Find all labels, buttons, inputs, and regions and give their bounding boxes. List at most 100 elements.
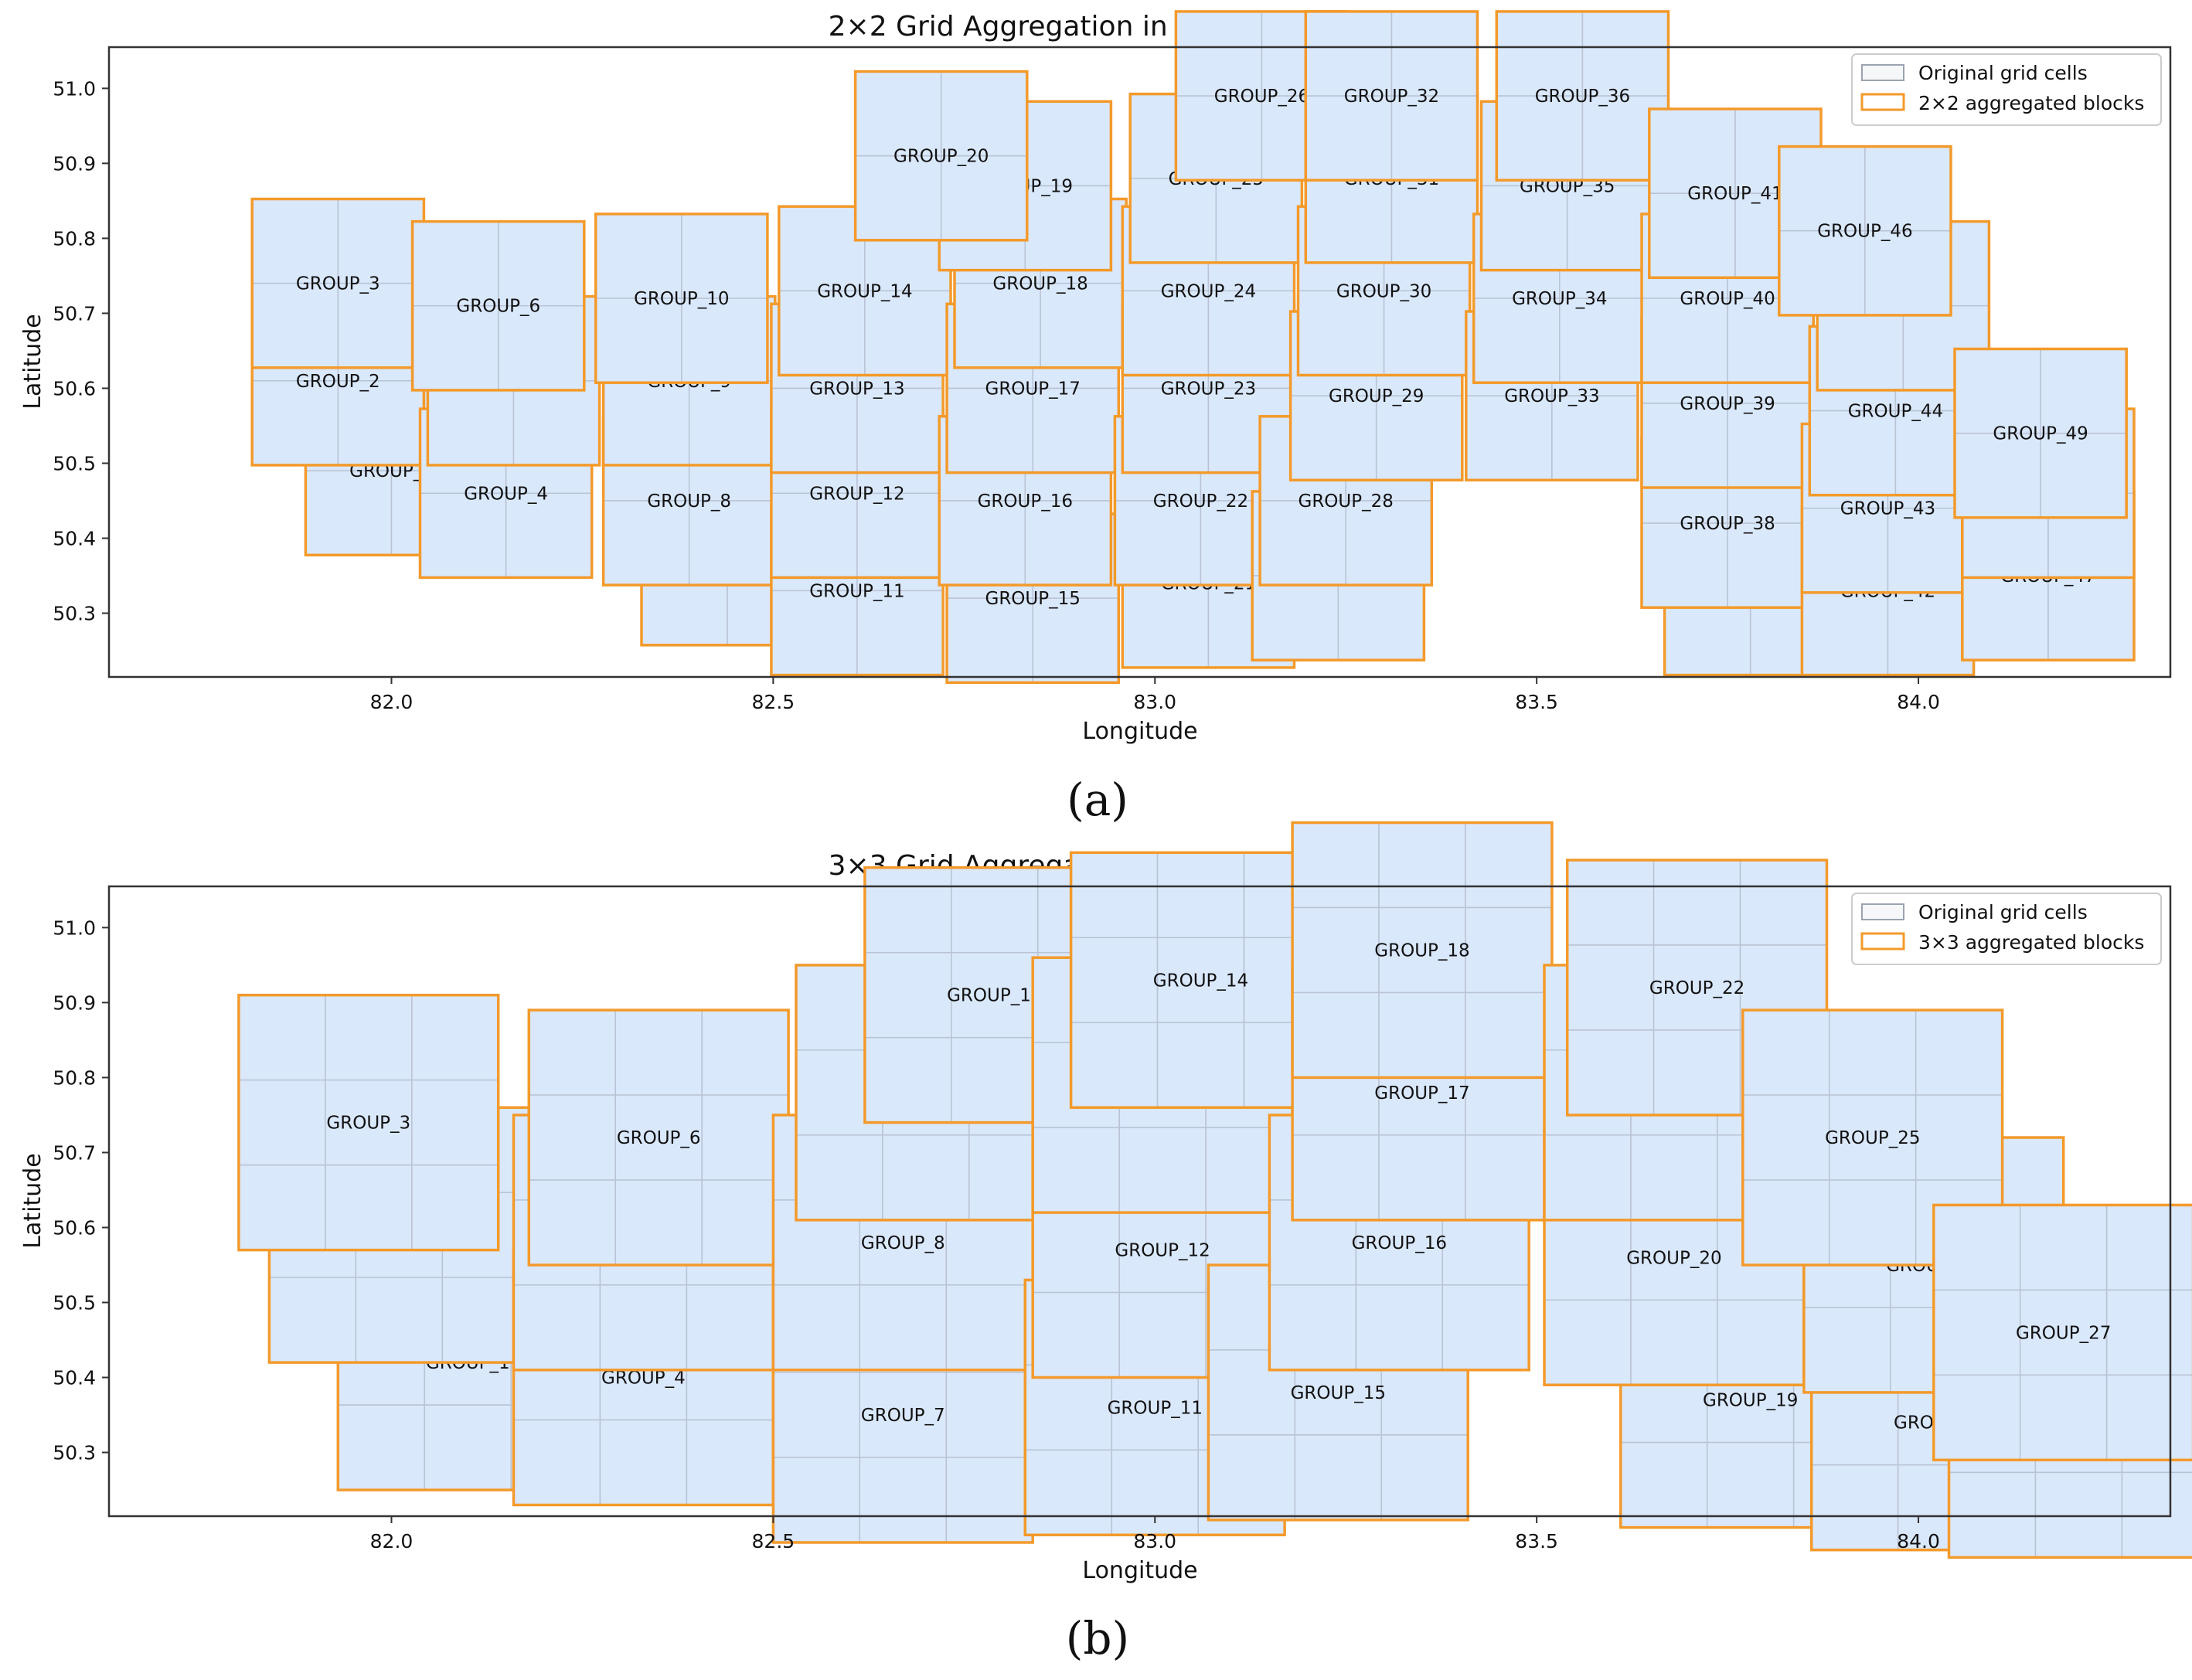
original-grid-cell <box>512 1284 601 1371</box>
original-grid-cell <box>1378 991 1466 1079</box>
panel-a-caption: (a) <box>1067 774 1128 826</box>
original-grid-cell <box>1305 11 1393 97</box>
original-grid-cell <box>2019 1204 2108 1291</box>
original-grid-cell <box>1129 178 1217 264</box>
original-grid-cell <box>1864 145 1952 232</box>
block-label: GROUP_15 <box>1291 1383 1386 1403</box>
aggregated-block-10 <box>594 213 769 384</box>
original-grid-cell <box>411 304 499 391</box>
original-grid-cell <box>1544 1134 1632 1221</box>
original-grid-cell <box>602 500 690 586</box>
block-label: GROUP_23 <box>1161 379 1256 400</box>
original-grid-cell <box>1948 1471 2037 1559</box>
original-grid-cell <box>528 1179 616 1266</box>
block-label: GROUP_18 <box>1374 941 1469 961</box>
aggregated-block-6 <box>410 219 586 392</box>
original-grid-cell <box>427 380 515 466</box>
original-grid-cell <box>1305 95 1393 182</box>
block-label: GROUP_36 <box>1535 87 1630 107</box>
original-grid-cell <box>1390 95 1479 182</box>
block-label: GROUP_6 <box>456 297 540 317</box>
block-label: GROUP_14 <box>1153 971 1248 991</box>
original-grid-cell <box>1251 575 1339 661</box>
original-grid-cell <box>1114 500 1202 586</box>
x-tick-label: 82.5 <box>752 691 795 713</box>
panel-b-legend-blocks-label: 3×3 aggregated blocks <box>1918 931 2144 954</box>
original-grid-cell <box>1465 395 1553 481</box>
original-grid-cell <box>1024 1449 1112 1536</box>
original-grid-cell <box>951 866 1039 954</box>
original-grid-cell <box>1305 178 1393 264</box>
original-grid-cell <box>1803 1307 1891 1393</box>
x-tick-label: 83.5 <box>1515 1530 1558 1552</box>
original-grid-cell <box>411 220 499 307</box>
original-grid-cell <box>1070 937 1159 1024</box>
original-grid-cell <box>864 866 952 954</box>
original-grid-cell <box>2105 1374 2192 1461</box>
y-tick-label: 50.3 <box>53 603 96 625</box>
original-grid-cell <box>1118 1127 1207 1213</box>
original-grid-cell <box>614 1009 703 1096</box>
original-grid-cell <box>1778 230 1866 316</box>
original-grid-cell <box>859 1372 947 1458</box>
original-grid-cell <box>1465 906 1553 994</box>
original-grid-cell <box>946 597 1033 684</box>
original-grid-cell <box>1380 1434 1469 1521</box>
panel-b-legend-box <box>1851 893 2162 965</box>
panel-a-legend-cells-label: Original grid cells <box>1918 62 2088 84</box>
original-grid-cell <box>1829 1009 1917 1096</box>
aggregated-block-18 <box>1291 821 1554 1080</box>
original-grid-cell <box>1378 906 1466 994</box>
original-grid-cell <box>1292 1134 1380 1221</box>
original-grid-cell <box>1378 821 1466 909</box>
panel-b-chart: 3×3 Grid Aggregation in the Uba River Ba… <box>19 821 2192 1584</box>
panel-b-y-axis-label: Latitude <box>19 1153 46 1248</box>
original-grid-cell <box>681 213 768 299</box>
panel-b-legend-block-swatch <box>1860 932 1905 951</box>
original-grid-cell <box>882 1134 970 1221</box>
original-grid-cell <box>505 492 593 579</box>
original-grid-cell <box>1581 11 1670 97</box>
original-grid-cell <box>1829 1179 1917 1266</box>
block-label: GROUP_41 <box>1687 184 1782 204</box>
original-grid-cell <box>1649 192 1736 279</box>
original-grid-cell <box>1337 575 1425 661</box>
block-label: GROUP_20 <box>1626 1248 1721 1268</box>
original-grid-cell <box>1810 1379 1899 1466</box>
original-grid-cell <box>1122 387 1210 474</box>
original-grid-cell <box>268 1277 357 1363</box>
y-tick-label: 50.8 <box>53 1066 96 1089</box>
original-grid-cell <box>599 1284 688 1371</box>
original-grid-cell <box>1032 1206 1120 1294</box>
original-grid-cell <box>614 1094 703 1181</box>
original-grid-cell <box>411 994 499 1081</box>
original-grid-cell <box>1887 507 1975 593</box>
original-grid-cell <box>424 1404 512 1491</box>
original-grid-cell <box>864 1036 952 1124</box>
original-grid-cell <box>856 492 944 579</box>
original-grid-cell <box>856 387 944 474</box>
original-grid-cell <box>1383 290 1471 376</box>
original-grid-cell <box>594 298 682 383</box>
aggregated-block-36 <box>1495 10 1670 182</box>
block-label: GROUP_22 <box>1649 978 1744 998</box>
original-grid-cell <box>701 1009 789 1096</box>
y-tick-label: 50.9 <box>53 152 96 175</box>
original-grid-cell <box>238 994 326 1081</box>
original-grid-cell <box>325 1164 413 1251</box>
block-label: GROUP_17 <box>1374 1083 1469 1104</box>
original-grid-cell <box>1024 500 1112 586</box>
original-grid-cell <box>1122 582 1210 668</box>
original-grid-cell <box>1915 1094 2003 1181</box>
original-grid-cell <box>686 1284 774 1371</box>
block-label: GROUP_6 <box>617 1128 701 1148</box>
original-grid-cell <box>238 1079 326 1166</box>
original-grid-cell <box>2105 1204 2192 1291</box>
y-tick-label: 50.7 <box>53 302 96 325</box>
original-grid-cell <box>251 198 339 284</box>
block-label: GROUP_27 <box>2016 1323 2111 1343</box>
original-grid-cell <box>1378 1134 1466 1221</box>
original-grid-cell <box>772 1284 861 1371</box>
original-grid-cell <box>1566 185 1654 271</box>
original-grid-cell <box>2034 1471 2123 1559</box>
